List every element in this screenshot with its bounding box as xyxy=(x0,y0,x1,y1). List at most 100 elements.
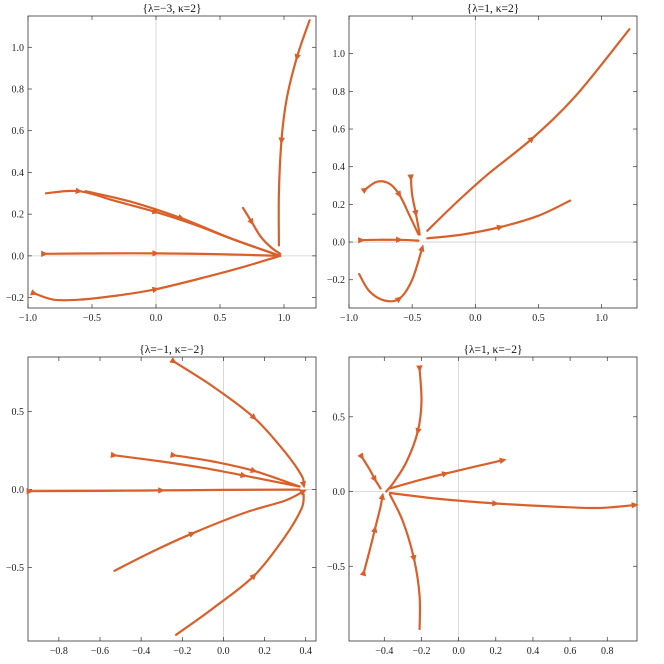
x-tick-label: 0.5 xyxy=(532,313,545,324)
trajectory-arrowhead xyxy=(394,296,403,304)
y-tick-label: 0.6 xyxy=(12,126,25,137)
trajectory-arrowhead xyxy=(278,137,285,145)
x-tick-label: −0.8 xyxy=(50,646,68,657)
trajectory-arrowhead xyxy=(240,471,248,479)
y-tick-label: −0.5 xyxy=(327,562,345,573)
y-tick-label: 0.8 xyxy=(333,87,346,98)
trajectory-arrowhead xyxy=(527,136,535,144)
trajectory-arrowhead xyxy=(396,236,403,243)
y-tick-label: 0.0 xyxy=(12,485,25,496)
trajectory-line xyxy=(33,254,282,302)
x-tick-label: −0.5 xyxy=(403,313,421,324)
x-tick-label: −0.5 xyxy=(83,313,101,324)
x-tick-label: −0.4 xyxy=(132,646,150,657)
y-tick-label: 0.2 xyxy=(333,200,346,211)
trajectory-arrowhead xyxy=(170,451,178,458)
trajectory-arrowhead xyxy=(249,573,257,581)
y-tick-label: 0.4 xyxy=(12,168,25,179)
trajectory-arrowhead xyxy=(412,209,419,218)
x-tick-label: −0.2 xyxy=(173,646,191,657)
trajectory-arrowhead xyxy=(110,451,118,458)
trajectory-line xyxy=(426,28,631,232)
trajectory-line xyxy=(364,180,420,236)
x-tick-label: 0.2 xyxy=(490,646,503,657)
x-tick-label: 0.4 xyxy=(299,646,312,657)
y-tick-label: 0.0 xyxy=(333,238,346,249)
y-tick-label: 0.4 xyxy=(333,162,346,173)
trajectory-arrowhead xyxy=(299,489,307,496)
trajectory-line xyxy=(113,490,305,572)
trajectory-arrowhead xyxy=(299,480,306,489)
trajectory-arrowhead xyxy=(75,187,83,194)
trajectory-line xyxy=(360,456,382,490)
trajectory-line xyxy=(241,206,282,255)
trajectory-arrowhead xyxy=(151,286,160,294)
trajectory-arrowhead xyxy=(152,250,160,257)
x-tick-label: 0.5 xyxy=(214,313,227,324)
trajectory-line xyxy=(362,494,384,574)
trajectory-arrowhead xyxy=(360,187,369,194)
trajectory-arrowhead xyxy=(416,365,423,373)
trajectory-arrowhead xyxy=(177,214,185,221)
trajectory-line xyxy=(388,493,422,631)
y-tick-label: 0.5 xyxy=(12,407,25,418)
plot-frame xyxy=(27,15,317,309)
trajectory-line xyxy=(175,493,305,636)
trajectory-arrowhead xyxy=(26,488,34,495)
panel-title: {λ=1, κ=2} xyxy=(467,3,520,15)
trajectory-arrowhead xyxy=(188,531,196,538)
trajectory-arrowhead xyxy=(410,554,417,563)
y-tick-label: 1.0 xyxy=(333,49,346,60)
trajectory-arrowhead xyxy=(359,568,367,577)
trajectory-arrowhead xyxy=(370,474,377,483)
trajectory-arrowhead xyxy=(395,190,402,198)
trajectory-line xyxy=(173,360,305,487)
y-tick-label: 0.0 xyxy=(333,487,346,498)
x-tick-label: −1.0 xyxy=(340,313,358,324)
x-tick-label: 0.2 xyxy=(258,646,271,657)
trajectory-arrowhead xyxy=(415,427,422,436)
trajectory-arrowhead xyxy=(30,289,38,296)
trajectory-line xyxy=(358,246,424,303)
y-tick-label: −0.2 xyxy=(6,293,24,304)
plot-frame xyxy=(348,15,638,309)
trajectory-arrowhead xyxy=(418,244,425,252)
x-tick-label: −0.4 xyxy=(375,646,393,657)
x-tick-label: 0.8 xyxy=(601,646,614,657)
trajectory-arrowhead xyxy=(169,357,177,364)
trajectory-line xyxy=(409,176,421,236)
trajectory-arrowhead xyxy=(441,471,449,478)
trajectory-arrowhead xyxy=(407,174,414,182)
trajectory-line xyxy=(360,238,420,242)
x-tick-label: −0.6 xyxy=(91,646,109,657)
panel-top-right: {λ=1, κ=2} −1.0 −0.5 0.0 0.5 1.0 −0.2 0.0 0.2 0.4… xyxy=(327,3,638,324)
y-tick-label: −0.5 xyxy=(6,563,24,574)
panel-bottom-right: {λ=1, κ=−2} −0.4 −0.2 0.0 0.2 0.4 0.6 0.8 −0.5 0.… xyxy=(327,344,639,657)
trajectory-arrowhead xyxy=(41,250,49,257)
trajectory-line xyxy=(173,454,301,488)
x-tick-label: 1.0 xyxy=(595,313,608,324)
trajectory-arrowhead xyxy=(249,413,257,421)
y-tick-label: 0.0 xyxy=(12,251,25,262)
trajectory-arrowhead xyxy=(357,452,364,461)
panel-title: {λ=−1, κ=−2} xyxy=(139,344,205,356)
plot-frame xyxy=(348,356,638,642)
trajectory-line xyxy=(388,491,637,510)
plot-frame xyxy=(27,356,317,642)
trajectory-line xyxy=(385,367,423,493)
trajectory-line xyxy=(277,19,311,247)
trajectory-arrowhead xyxy=(250,466,258,473)
x-tick-label: 0.0 xyxy=(452,646,465,657)
trajectory-arrowhead xyxy=(492,500,500,507)
y-tick-label: 0.2 xyxy=(12,210,25,221)
y-tick-label: 1.0 xyxy=(12,43,25,54)
trajectory-arrowhead xyxy=(294,53,301,62)
trajectory-arrowhead xyxy=(371,525,378,534)
x-tick-label: 0.0 xyxy=(217,646,230,657)
trajectory-arrowhead xyxy=(499,457,507,464)
x-tick-label: 1.0 xyxy=(278,313,291,324)
trajectory-arrowhead xyxy=(247,217,254,226)
trajectory-arrowhead xyxy=(496,224,504,231)
trajectory-line xyxy=(44,189,282,257)
trajectory-arrowhead xyxy=(158,487,166,494)
